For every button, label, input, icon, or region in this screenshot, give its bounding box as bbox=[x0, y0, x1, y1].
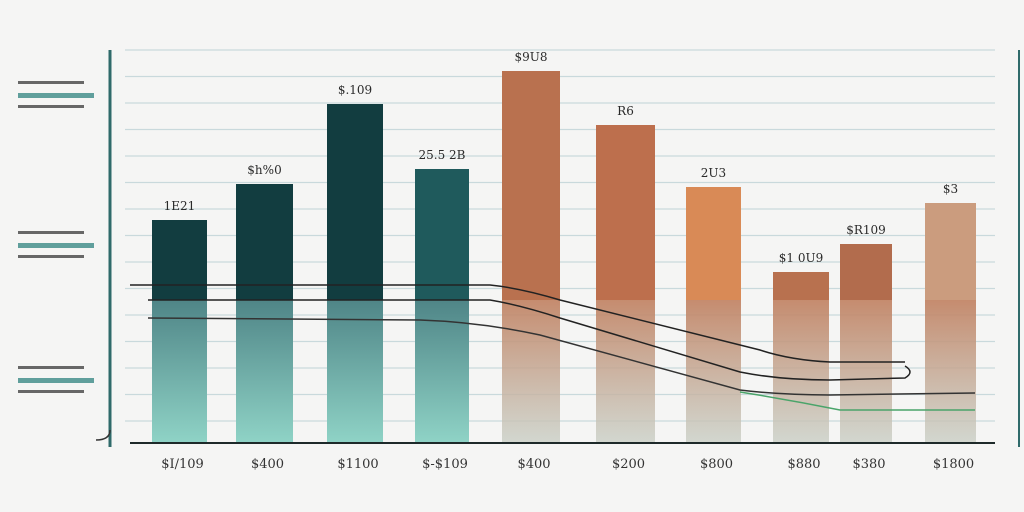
y-axis-tick-label bbox=[18, 231, 84, 234]
data-label: $1 0U9 bbox=[779, 251, 823, 265]
x-tick-label: $380 bbox=[852, 457, 885, 472]
y-axis-bracket bbox=[95, 429, 111, 441]
bar bbox=[415, 169, 469, 300]
y-axis-tick-label bbox=[18, 378, 94, 383]
y-axis-tick-label bbox=[18, 243, 94, 248]
data-label: $9U8 bbox=[514, 50, 547, 64]
bar bbox=[686, 187, 741, 300]
bar-lower-segment bbox=[773, 300, 829, 443]
bar-lower-segment bbox=[686, 300, 741, 443]
y-axis-tick-label bbox=[18, 105, 84, 108]
data-label: 1E21 bbox=[164, 199, 196, 213]
data-label: 2U3 bbox=[701, 166, 726, 180]
bar-lower-segment bbox=[327, 300, 383, 443]
x-tick-label: $400 bbox=[517, 457, 550, 472]
x-tick-label: $-$109 bbox=[422, 457, 468, 472]
data-label: $R109 bbox=[846, 223, 886, 237]
trend-lines bbox=[130, 284, 976, 411]
y-axis-tick-marks bbox=[18, 81, 94, 393]
data-label: R6 bbox=[617, 104, 634, 118]
data-label: 25.5 2B bbox=[419, 148, 466, 162]
bar bbox=[236, 184, 293, 300]
x-tick-label: $1100 bbox=[337, 457, 378, 472]
bar-lower-segment bbox=[415, 300, 469, 443]
bar bbox=[152, 220, 207, 300]
bar-lower-segment bbox=[502, 300, 560, 443]
y-axis-tick-label bbox=[18, 366, 84, 369]
bar bbox=[327, 104, 383, 300]
data-label: $h%0 bbox=[247, 163, 281, 177]
y-axis-tick-label bbox=[18, 93, 94, 98]
bar bbox=[840, 244, 892, 300]
bar-lower-segment bbox=[152, 300, 207, 443]
bar bbox=[773, 272, 829, 300]
x-tick-label: $880 bbox=[787, 457, 820, 472]
x-tick-label: $200 bbox=[612, 457, 645, 472]
bar-lower-segment bbox=[596, 300, 655, 443]
data-label: $3 bbox=[943, 182, 958, 196]
bar-lower-segment bbox=[840, 300, 892, 443]
data-label: $.109 bbox=[338, 83, 372, 97]
bar bbox=[596, 125, 655, 300]
bar-lower-segment bbox=[236, 300, 293, 443]
bar-lower-segment bbox=[925, 300, 976, 443]
bar bbox=[925, 203, 976, 300]
y-axis-tick-label bbox=[18, 255, 84, 258]
x-tick-label: $I/109 bbox=[161, 457, 204, 472]
y-axis-tick-label bbox=[18, 390, 84, 393]
x-tick-label: $800 bbox=[700, 457, 733, 472]
bar bbox=[502, 71, 560, 300]
x-tick-label: $1800 bbox=[933, 457, 974, 472]
x-tick-label: $400 bbox=[251, 457, 284, 472]
y-axis-tick-label bbox=[18, 81, 84, 84]
